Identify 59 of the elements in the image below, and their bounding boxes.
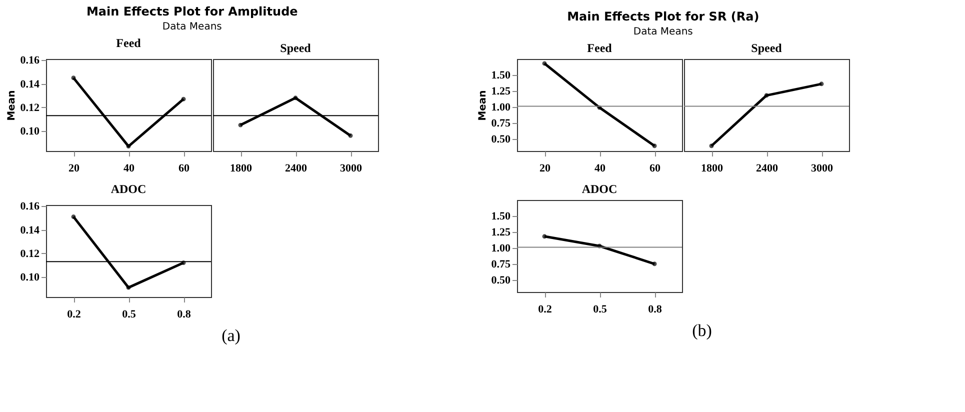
y-axis-title: Mean: [6, 90, 18, 121]
x-tick-label: 20: [68, 162, 80, 174]
x-tick-label: 0.5: [593, 304, 608, 316]
text: Data Means: [633, 26, 693, 38]
chart-title: Feed: [587, 41, 612, 55]
y-tick-label: 0.50: [491, 274, 511, 286]
point: [542, 234, 547, 239]
x-tick-label: 2400: [285, 162, 308, 174]
point: [126, 144, 131, 149]
x-tick-label: 1800: [230, 162, 252, 174]
point: [652, 144, 657, 148]
x-tick-label: 0.2: [538, 304, 552, 316]
x-tick-label: 60: [178, 162, 190, 174]
chart-title: ADOC: [110, 182, 146, 196]
y-tick-label: 0.10: [20, 125, 40, 138]
x-tick-label: 3000: [811, 162, 834, 174]
y-tick-label: 1.25: [491, 226, 511, 238]
point: [181, 96, 186, 102]
x-tick-label: 20: [540, 162, 551, 174]
y-tick-label: 0.10: [20, 271, 40, 284]
x-tick-label: 0.8: [648, 304, 662, 316]
chart-title: Speed: [751, 41, 782, 55]
y-tick-label: 0.16: [20, 54, 40, 67]
point: [652, 262, 657, 266]
x-tick-label: 1800: [701, 162, 724, 174]
y-tick-label: 0.16: [20, 200, 40, 213]
x-tick-label: 3000: [340, 162, 362, 174]
x-tick-label: 40: [124, 162, 135, 174]
text: (b): [692, 321, 712, 340]
y-tick-label: 1.00: [491, 101, 511, 114]
y-tick-label: 1.50: [491, 69, 511, 82]
point: [542, 61, 547, 66]
x-tick-label: 2400: [756, 162, 778, 174]
y-tick-label: 0.75: [491, 117, 511, 130]
chart-title: Feed: [116, 36, 142, 50]
point: [71, 214, 76, 220]
y-tick-label: 0.14: [20, 224, 40, 236]
x-tick-label: 0.5: [122, 308, 136, 320]
y-axis-title: Mean: [477, 90, 488, 121]
chart-title: ADOC: [582, 182, 618, 196]
text: Data Means: [162, 22, 222, 33]
text: (a): [222, 326, 240, 345]
point: [71, 76, 76, 80]
y-tick-label: 0.12: [20, 248, 40, 260]
x-tick-label: 60: [650, 162, 661, 174]
x-tick-label: 40: [594, 162, 606, 174]
y-tick-label: 1.00: [491, 242, 511, 254]
text: Main Effects Plot for Amplitude: [86, 4, 298, 19]
y-tick-label: 0.12: [20, 102, 40, 114]
y-tick-label: 1.25: [491, 85, 511, 98]
y-tick-label: 0.14: [20, 78, 40, 90]
point: [126, 285, 131, 290]
text: Main Effects Plot for SR (Ra): [567, 10, 760, 24]
y-tick-label: 1.50: [491, 210, 511, 222]
x-tick-label: 0.8: [177, 308, 192, 320]
x-tick-label: 0.2: [67, 308, 82, 320]
chart-title: Speed: [280, 41, 312, 55]
y-tick-label: 0.50: [491, 133, 511, 146]
y-tick-label: 0.75: [491, 258, 511, 270]
